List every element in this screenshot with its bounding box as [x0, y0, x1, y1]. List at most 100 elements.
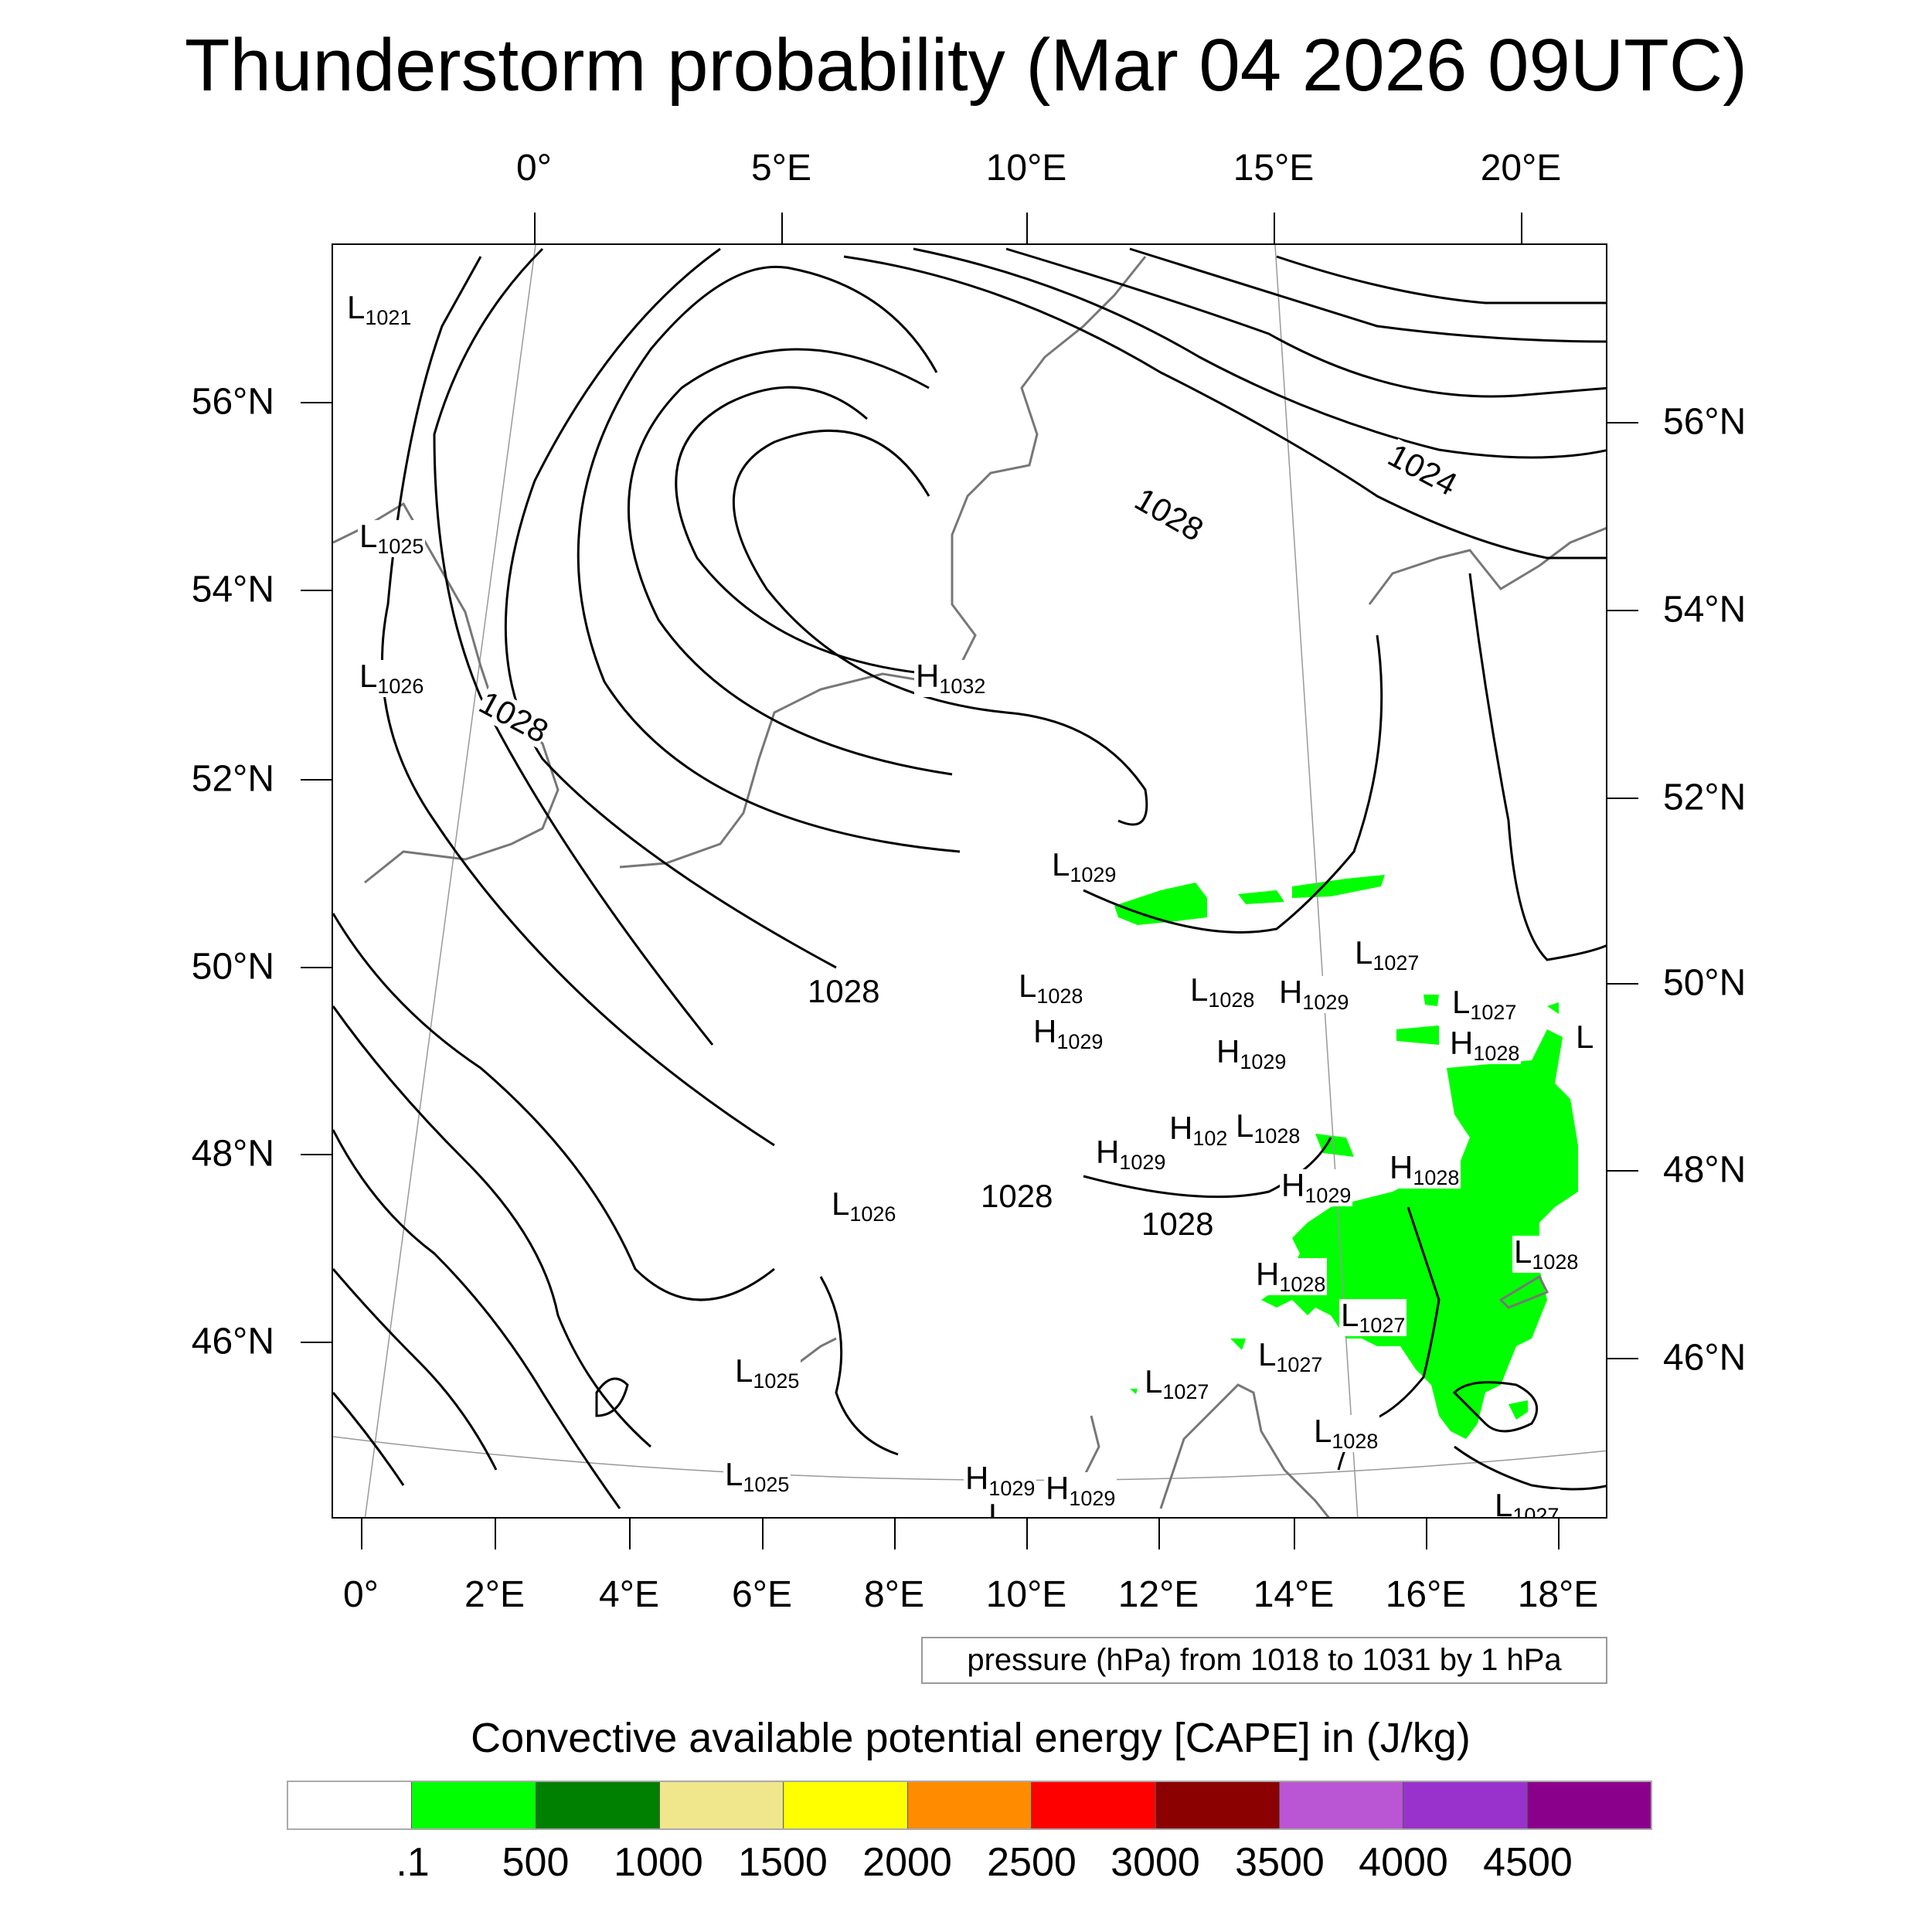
lon-label-bottom: 18°E: [1517, 1574, 1599, 1615]
tick: [1607, 610, 1638, 611]
colorbar-label: 500: [502, 1840, 570, 1885]
lat-label-right: 46°N: [1663, 1337, 1747, 1379]
pressure-center-label: L1028: [1312, 1413, 1380, 1453]
pressure-center-label: L1028: [1189, 971, 1257, 1012]
lon-label-bottom: 8°E: [864, 1574, 924, 1615]
lat-label-left: 52°N: [191, 758, 274, 800]
lon-label-bottom: 2°E: [464, 1574, 525, 1615]
lon-label-bottom: 14°E: [1253, 1574, 1335, 1615]
pressure-center-label: L1025: [723, 1456, 791, 1496]
colorbar-box: [1526, 1782, 1651, 1828]
tick: [1607, 422, 1638, 423]
tick: [301, 779, 332, 781]
lat-label-left: 56°N: [191, 381, 274, 423]
lat-label-left: 54°N: [191, 569, 274, 611]
pressure-center-label: L1027: [1493, 1489, 1561, 1517]
tick: [301, 402, 332, 403]
colorbar-label: 3500: [1235, 1840, 1325, 1885]
tick: [1607, 983, 1638, 985]
tick: [781, 213, 783, 243]
colorbar-box: [1403, 1782, 1527, 1828]
pressure-center-label: H1029: [1277, 974, 1351, 1014]
colorbar-label: 1500: [738, 1840, 828, 1885]
colorbar-label: 2500: [987, 1840, 1077, 1885]
colorbar-box: [288, 1782, 412, 1828]
tick: [1607, 798, 1638, 799]
pressure-center-label: L1025: [358, 518, 426, 558]
colorbar-label: 4000: [1359, 1840, 1448, 1885]
pressure-center-label: L1027: [1339, 1297, 1407, 1337]
lat-label-right: 56°N: [1663, 401, 1747, 443]
tick: [301, 1342, 332, 1343]
pressure-center-label: L1026: [830, 1185, 898, 1226]
lat-label-left: 46°N: [191, 1321, 274, 1362]
tick: [629, 1519, 631, 1549]
isobar-label: 1028: [808, 973, 880, 1009]
lat-label-right: 54°N: [1663, 589, 1747, 631]
lon-label-top: 20°E: [1480, 148, 1562, 189]
lon-label-bottom: 10°E: [985, 1574, 1067, 1615]
pressure-center-label: L1026: [358, 658, 426, 698]
lon-label-bottom: 0°: [343, 1574, 379, 1615]
lon-label-bottom: 6°E: [732, 1574, 792, 1615]
tick: [534, 213, 536, 243]
colorbar-box: [535, 1782, 660, 1828]
pressure-info-box: pressure (hPa) from 1018 to 1031 by 1 hP…: [921, 1637, 1607, 1684]
pressure-center-label: H1029: [1094, 1134, 1168, 1174]
lon-label-top: 10°E: [985, 148, 1067, 189]
pressure-center-label: L1027: [1143, 1363, 1211, 1403]
pressure-center-label: H1029: [1044, 1470, 1117, 1510]
tick: [361, 1519, 362, 1549]
pressure-center-label: H1029: [1032, 1013, 1105, 1053]
map-canvas: [333, 245, 1606, 1517]
map-panel[interactable]: L1021 L1025 L1026 H1032 L1029 L1027 L102…: [332, 243, 1607, 1519]
pressure-center-label: H1028: [1448, 1025, 1522, 1065]
isobars: [333, 247, 1606, 1509]
colorbar-box: [1155, 1782, 1279, 1828]
tick: [1274, 213, 1275, 243]
lon-label-top: 5°E: [751, 148, 811, 189]
cape-shading: [1114, 875, 1578, 1439]
lat-label-right: 50°N: [1663, 962, 1747, 1004]
pressure-center-label: L1028: [1512, 1233, 1580, 1274]
colorbar-label: 3000: [1111, 1840, 1200, 1885]
colorbar-box: [659, 1782, 784, 1828]
pressure-center-label: H1032: [914, 658, 988, 698]
pressure-center-label: L1028: [987, 1499, 1055, 1517]
isobar-label: 1028: [981, 1178, 1053, 1214]
tick: [1521, 213, 1522, 243]
lon-label-top: 0°: [516, 148, 552, 189]
pressure-center-label: H1029: [964, 1460, 1037, 1500]
tick: [1558, 1519, 1560, 1549]
tick: [1158, 1519, 1160, 1549]
pressure-center-label: L1021: [345, 289, 413, 329]
lon-label-bottom: 12°E: [1117, 1574, 1199, 1615]
pressure-center-label: H1029: [1280, 1167, 1353, 1207]
pressure-center-label: L1027: [1451, 984, 1519, 1024]
pressure-center-label: L1027: [1353, 934, 1421, 975]
lat-label-right: 48°N: [1663, 1149, 1747, 1191]
tick: [1607, 1358, 1638, 1359]
colorbar: [287, 1781, 1652, 1830]
colorbar-label: .1: [396, 1840, 430, 1885]
pressure-center-label: L1025: [733, 1352, 801, 1393]
colorbar-box: [1278, 1782, 1403, 1828]
lat-label-left: 48°N: [191, 1133, 274, 1175]
lat-label-left: 50°N: [191, 946, 274, 988]
tick: [1294, 1519, 1295, 1549]
lon-label-bottom: 4°E: [599, 1574, 659, 1615]
tick: [762, 1519, 764, 1549]
colorbar-title: Convective available potential energy [C…: [471, 1715, 1471, 1761]
colorbar-label: 1000: [614, 1840, 703, 1885]
colorbar-box: [906, 1782, 1032, 1828]
tick: [1607, 1170, 1638, 1172]
pressure-center-label: L1029: [1050, 846, 1118, 886]
tick: [301, 1154, 332, 1155]
lon-label-top: 15°E: [1233, 148, 1315, 189]
map-title: Thunderstorm probability (Mar 04 2026 09…: [184, 24, 1748, 107]
pressure-center-label: H1029: [1215, 1033, 1288, 1073]
tick: [894, 1519, 896, 1549]
pressure-center-label: L: [1574, 1021, 1596, 1058]
tick: [1026, 213, 1028, 243]
tick: [1026, 1519, 1028, 1549]
